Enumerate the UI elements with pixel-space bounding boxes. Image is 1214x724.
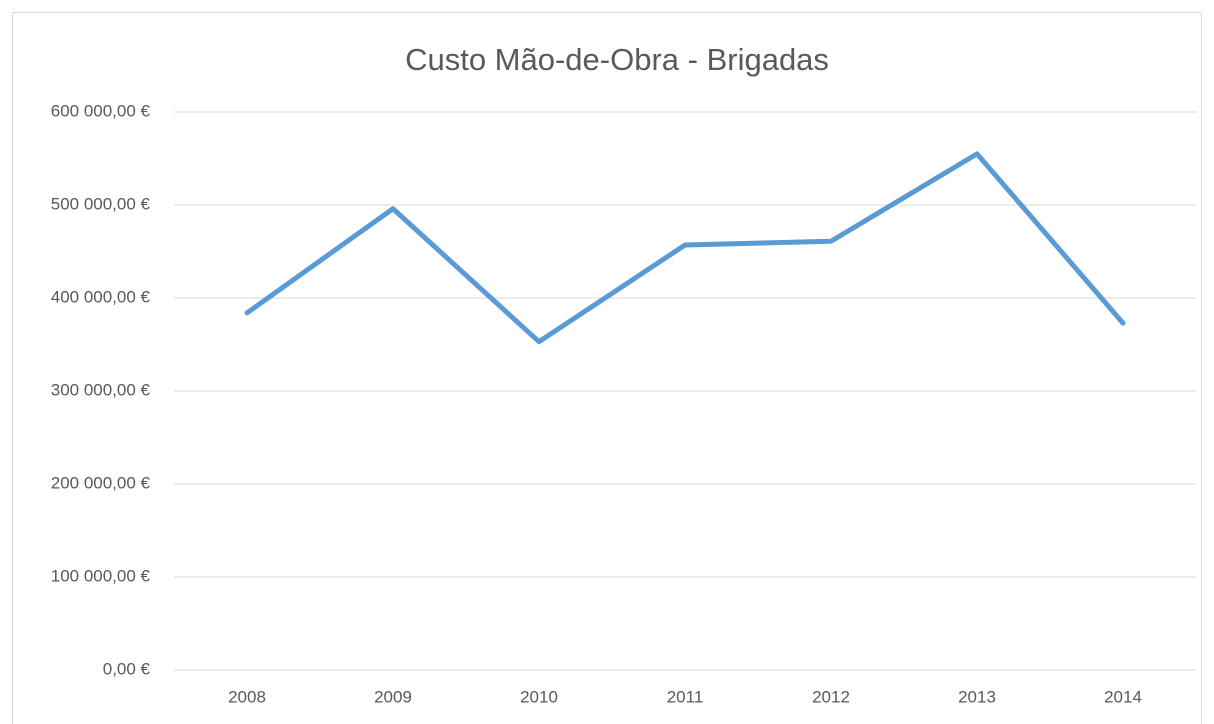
y-tick-label: 0,00 €: [103, 659, 151, 678]
x-tick-label: 2011: [667, 687, 704, 706]
line-series: [244, 151, 1126, 345]
y-tick-label: 200 000,00 €: [51, 473, 151, 492]
y-tick-label: 600 000,00 €: [51, 101, 151, 120]
x-tick-label: 2010: [520, 687, 558, 706]
y-tick-label: 400 000,00 €: [51, 287, 151, 306]
y-tick-label: 500 000,00 €: [51, 194, 151, 213]
x-tick-label: 2014: [1104, 687, 1142, 706]
x-tick-label: 2012: [812, 687, 850, 706]
chart-title: Custo Mão-de-Obra - Brigadas: [405, 42, 829, 77]
x-tick-label: 2009: [374, 687, 412, 706]
chart-border: [12, 12, 1202, 724]
x-tick-label: 2008: [228, 687, 266, 706]
y-tick-label: 300 000,00 €: [51, 380, 151, 399]
y-tick-label: 100 000,00 €: [51, 566, 151, 585]
x-tick-label: 2013: [958, 687, 996, 706]
